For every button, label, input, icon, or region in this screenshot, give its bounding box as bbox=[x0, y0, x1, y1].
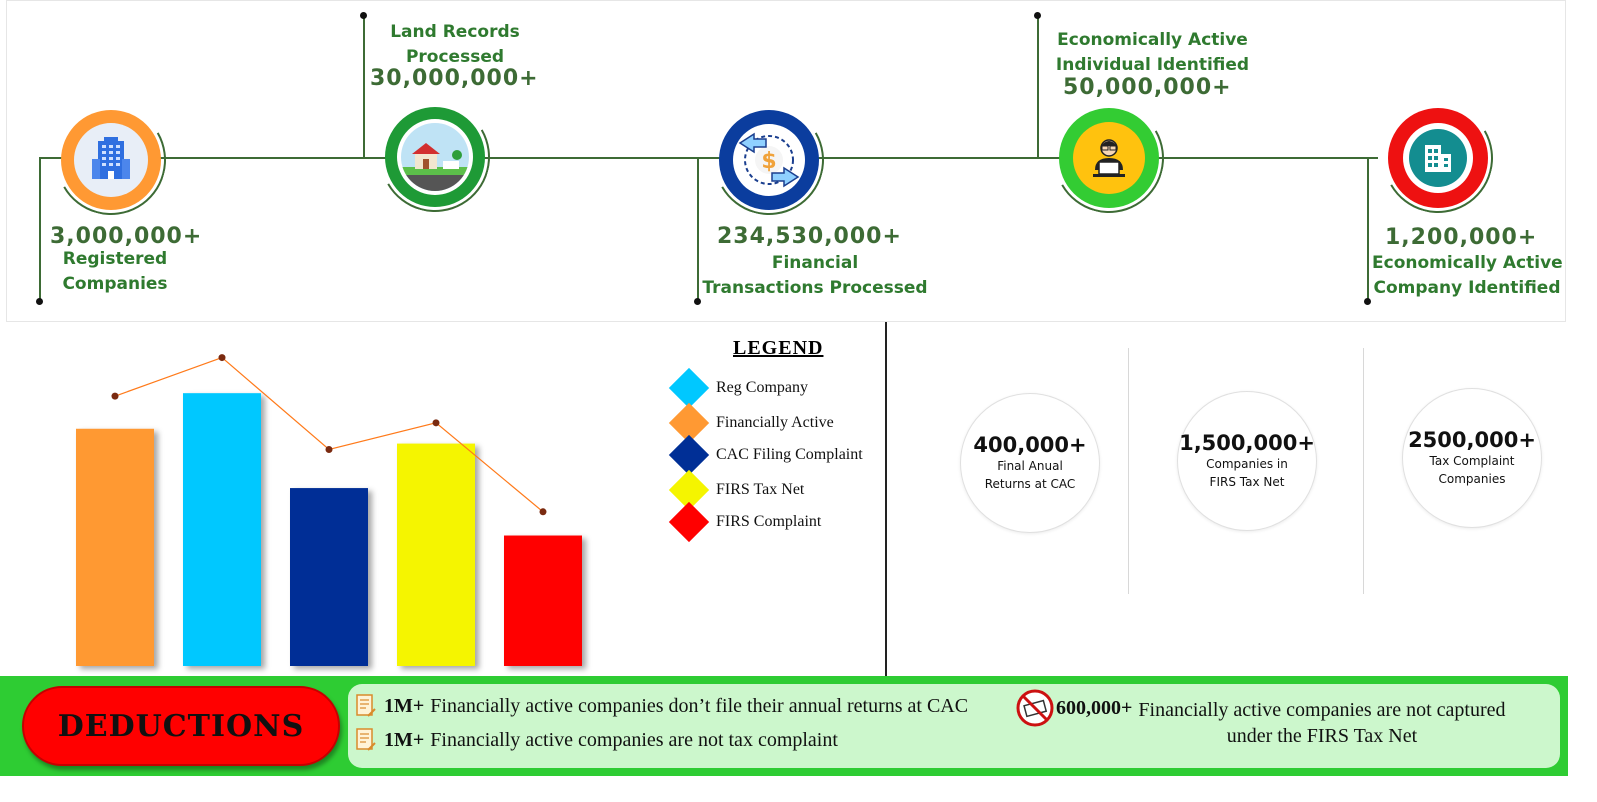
svg-text:$: $ bbox=[761, 149, 776, 174]
stat-tax-complaint: 2500,000+ Tax Complaint Companies bbox=[1402, 388, 1542, 528]
deductions-title: DEDUCTIONS bbox=[57, 708, 305, 744]
stat-value: 1,500,000+ bbox=[1179, 431, 1315, 455]
document-pen-icon bbox=[356, 694, 376, 717]
milestone-label: Financial Transactions Processed bbox=[702, 253, 928, 298]
deductions-title-badge: DEDUCTIONS bbox=[22, 686, 340, 766]
person-laptop-icon bbox=[1093, 139, 1125, 177]
milestone-label: Economically Active Company Identified bbox=[1372, 253, 1563, 298]
legend-title: LEGEND bbox=[733, 337, 824, 359]
chart-bar bbox=[290, 488, 368, 666]
chart-bar bbox=[183, 393, 261, 666]
chart-trend-point bbox=[325, 446, 333, 454]
chart-bar bbox=[504, 535, 582, 666]
chart-trend-point bbox=[539, 508, 547, 516]
chart-bar bbox=[397, 443, 475, 666]
timeline-connector bbox=[1367, 157, 1369, 301]
office-building-icon bbox=[92, 137, 130, 179]
stat-label: FIRS Tax Net bbox=[1209, 475, 1285, 489]
company-building-icon bbox=[1425, 145, 1451, 172]
deductions-panel bbox=[348, 684, 1560, 768]
milestone-value: 234,530,000+ bbox=[717, 224, 902, 249]
milestone-value: 1,200,000+ bbox=[1385, 225, 1538, 250]
dollar-exchange-icon: $ bbox=[738, 132, 800, 188]
milestone-financial-transactions: $ bbox=[701, 92, 837, 228]
stat-separator bbox=[1363, 348, 1364, 594]
prohibited-cash-icon bbox=[1016, 689, 1054, 727]
milestone-land-records bbox=[367, 89, 503, 225]
timeline-connector bbox=[363, 15, 365, 158]
legend-item: Reg Company bbox=[668, 367, 808, 409]
bar-chart bbox=[76, 354, 582, 666]
milestone-value: 3,000,000+ bbox=[50, 224, 203, 249]
deduction-item: 1M+ Financially active companies are not … bbox=[356, 728, 838, 752]
stat-separator bbox=[1128, 348, 1129, 594]
stat-label: Returns at CAC bbox=[984, 477, 1076, 491]
legend-item: Financially Active bbox=[668, 402, 834, 444]
stat-value: 400,000+ bbox=[973, 433, 1087, 457]
stat-label: Final Anual bbox=[997, 459, 1063, 473]
chart-bar bbox=[76, 428, 154, 666]
house-icon bbox=[401, 143, 469, 191]
milestone-active-individuals bbox=[1041, 90, 1177, 226]
legend-item: FIRS Tax Net bbox=[668, 469, 804, 511]
milestone-label: Land Records Processed bbox=[390, 22, 520, 67]
chart-trend-point bbox=[111, 392, 119, 400]
timeline-dot bbox=[360, 12, 367, 19]
timeline-dot bbox=[694, 298, 701, 305]
legend-item: FIRS Complaint bbox=[668, 501, 821, 543]
timeline-connector bbox=[39, 157, 41, 301]
stat-label: Companies in bbox=[1206, 457, 1288, 471]
section-divider bbox=[885, 322, 887, 676]
chart-trend-point bbox=[432, 419, 440, 427]
timeline-dot bbox=[1034, 12, 1041, 19]
document-pen-icon bbox=[356, 728, 376, 751]
timeline-panel bbox=[6, 0, 1566, 322]
timeline-dot bbox=[36, 298, 43, 305]
milestone-label: Economically Active Individual Identifie… bbox=[1055, 30, 1250, 75]
timeline-connector bbox=[697, 157, 699, 301]
stat-label: Companies bbox=[1438, 472, 1506, 486]
deduction-item: 600,000+ Financially active companies ar… bbox=[1056, 697, 1506, 747]
legend-swatch bbox=[668, 501, 710, 543]
milestone-value: 50,000,000+ bbox=[1063, 75, 1232, 100]
stat-value: 2500,000+ bbox=[1408, 428, 1536, 452]
milestone-value: 30,000,000+ bbox=[370, 66, 539, 91]
timeline-connector bbox=[1037, 15, 1039, 158]
timeline-dot bbox=[1364, 298, 1371, 305]
stat-label: Tax Complaint bbox=[1429, 454, 1515, 468]
milestone-registered-companies bbox=[43, 92, 179, 228]
stat-final-returns: 400,000+ Final Anual Returns at CAC bbox=[960, 393, 1100, 533]
stat-firs-tax-net: 1,500,000+ Companies in FIRS Tax Net bbox=[1177, 391, 1317, 531]
deduction-item: 1M+ Financially active companies don’t fi… bbox=[356, 694, 968, 718]
legend-item: CAC Filing Complaint bbox=[668, 434, 863, 476]
milestone-active-companies bbox=[1370, 90, 1506, 226]
milestone-label: Registered Companies bbox=[62, 249, 168, 294]
timeline-line bbox=[40, 157, 1378, 159]
chart-trend-point bbox=[218, 354, 226, 362]
